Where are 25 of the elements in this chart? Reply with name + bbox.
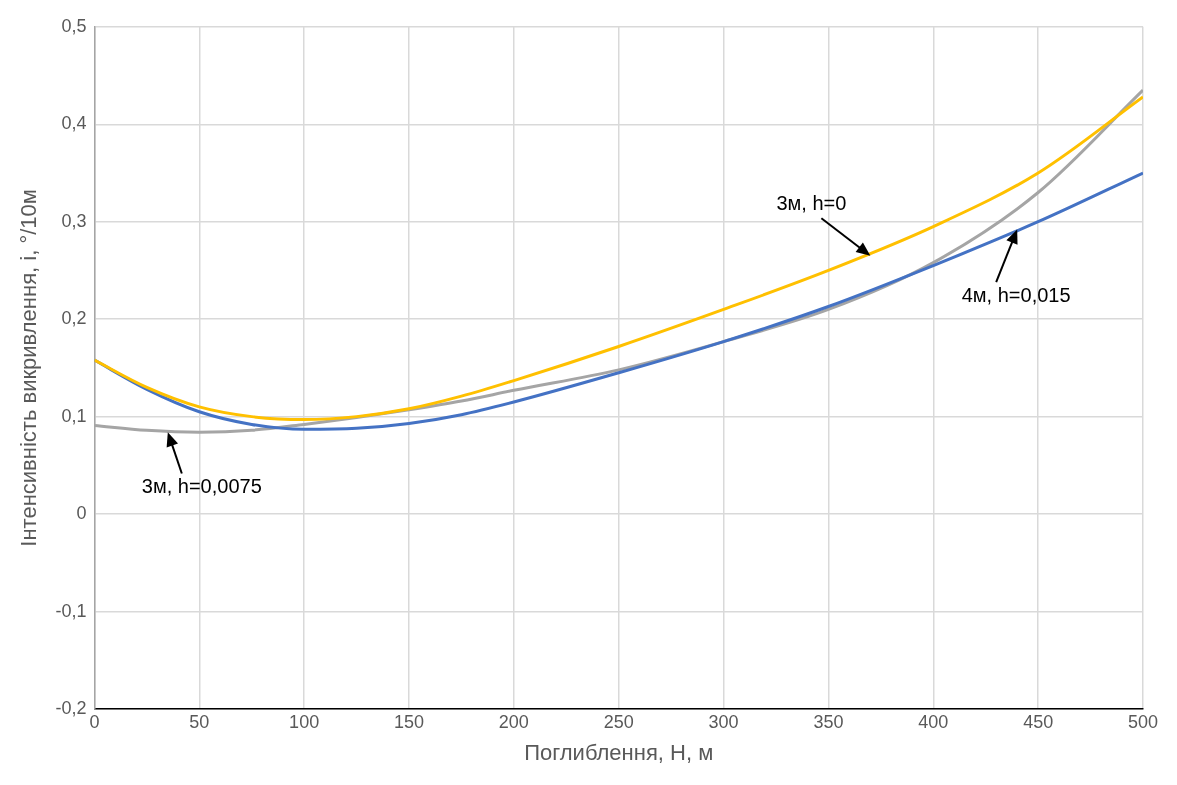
- y-tick-label: -0,1: [55, 600, 87, 621]
- annotation: 4м, h=0,015: [961, 283, 1071, 306]
- x-tick-label: 50: [189, 711, 210, 732]
- y-tick-label: 0,5: [61, 15, 87, 36]
- x-tick-label: 0: [89, 711, 100, 732]
- x-tick-label: 300: [708, 711, 739, 732]
- annotation: 3м, h=0: [776, 191, 847, 214]
- y-tick-label: 0,3: [61, 210, 87, 231]
- line-series: [94, 171, 1143, 431]
- y-tick-label: 0,2: [61, 308, 87, 329]
- x-tick-label: 350: [813, 711, 844, 732]
- x-tick-label: 150: [393, 711, 425, 732]
- annotation: 3м, h=0,0075: [141, 474, 262, 497]
- x-tick-label: 400: [918, 711, 949, 732]
- y-tick-label: 0,4: [61, 113, 87, 134]
- x-axis-title: Поглиблення, H, м: [524, 739, 714, 765]
- y-tick-label: 0,1: [61, 405, 87, 426]
- x-tick-label: 450: [1023, 711, 1054, 732]
- x-tick-label: 500: [1127, 711, 1159, 732]
- x-tick-label: 200: [498, 711, 529, 732]
- y-tick-label: -0,2: [55, 697, 87, 718]
- y-tick-label: 0: [76, 503, 87, 524]
- x-tick-label: 250: [603, 711, 634, 732]
- x-tick-label: 100: [289, 711, 320, 732]
- y-axis-title: Інтенсивність викривлення, i, °/10м: [16, 189, 42, 547]
